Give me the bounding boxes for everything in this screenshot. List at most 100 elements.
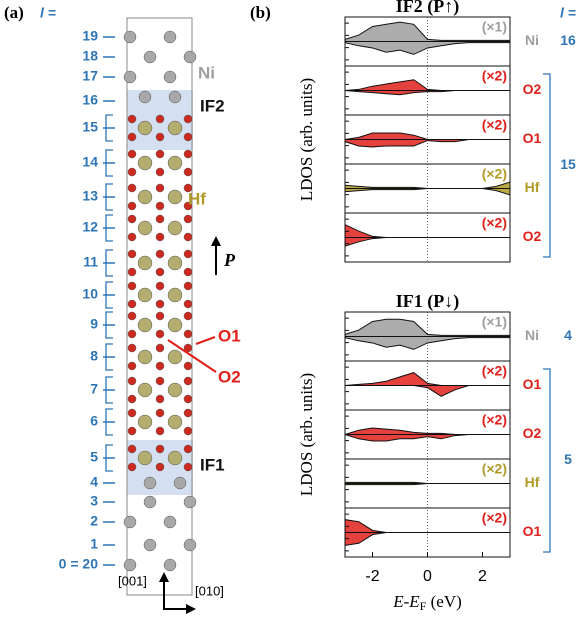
species-label: Hf	[525, 474, 540, 490]
atom	[156, 282, 164, 290]
atom	[168, 221, 182, 235]
atom	[156, 133, 164, 141]
species-label: Ni	[198, 63, 215, 82]
atom	[184, 463, 192, 471]
atom	[156, 300, 164, 308]
panel-label: (b)	[250, 3, 271, 22]
polarization-label: P	[223, 250, 236, 270]
atom	[138, 190, 152, 204]
atom	[156, 184, 164, 192]
atom	[156, 463, 164, 471]
atom	[139, 91, 151, 103]
arrowhead	[211, 236, 221, 246]
atom	[164, 31, 176, 43]
atom	[184, 51, 196, 63]
atom	[138, 318, 152, 332]
atom	[156, 344, 164, 352]
atom	[144, 477, 156, 489]
atom	[184, 282, 192, 290]
atom	[156, 215, 164, 223]
atom	[156, 312, 164, 320]
scale-label: (×2)	[482, 363, 507, 379]
atom	[124, 516, 136, 528]
atom	[124, 71, 136, 83]
layer-label: 7	[90, 381, 98, 397]
x-tick-label: 2	[478, 568, 487, 585]
structure	[124, 18, 196, 595]
atom	[138, 121, 152, 135]
layer-label: 10	[82, 286, 98, 302]
atom	[138, 256, 152, 270]
layer-label: 4	[564, 327, 572, 343]
atom	[128, 184, 136, 192]
atom	[138, 383, 152, 397]
atom	[156, 233, 164, 241]
layer-label: 9	[90, 316, 98, 332]
atom	[184, 215, 192, 223]
scale-label: (×2)	[482, 461, 507, 477]
x-tick-label: -2	[365, 568, 379, 585]
atom	[128, 445, 136, 453]
layer-label: 14	[82, 154, 98, 170]
atom	[128, 409, 136, 417]
atom	[138, 221, 152, 235]
layer-label: 4	[90, 474, 98, 490]
atom	[184, 330, 192, 338]
atom	[144, 539, 156, 551]
atom	[128, 268, 136, 276]
atom	[156, 409, 164, 417]
pointer	[196, 337, 215, 344]
atom	[156, 115, 164, 123]
y-axis-label: LDOS (arb. units)	[297, 78, 316, 201]
atom	[174, 477, 186, 489]
layer-label: 0 = 20	[59, 556, 99, 572]
atom	[164, 559, 176, 571]
atom	[168, 121, 182, 135]
atom	[156, 150, 164, 158]
layer-label: 11	[83, 254, 98, 270]
layer-label: 1	[90, 536, 98, 552]
atom	[138, 415, 152, 429]
layer-label: 5	[564, 451, 572, 467]
atom	[128, 463, 136, 471]
atom	[128, 427, 136, 435]
atom	[156, 250, 164, 258]
atom	[128, 150, 136, 158]
atom	[156, 168, 164, 176]
species-label: O2	[523, 228, 542, 244]
atom	[168, 415, 182, 429]
atom	[168, 190, 182, 204]
atom	[128, 215, 136, 223]
atom	[156, 445, 164, 453]
chart-title: IF1 (P↓)	[396, 291, 459, 312]
atom	[184, 539, 196, 551]
atom	[156, 362, 164, 370]
atom	[168, 318, 182, 332]
layer-label: 19	[82, 28, 98, 44]
scale-label: (×2)	[482, 412, 507, 428]
atom	[138, 288, 152, 302]
scale-label: (×2)	[482, 215, 507, 231]
species-label: O2	[523, 81, 542, 97]
atom	[128, 133, 136, 141]
atom	[184, 409, 192, 417]
atom	[164, 516, 176, 528]
atom	[184, 115, 192, 123]
label-part: E-E	[392, 592, 420, 611]
species-label: O2	[218, 367, 241, 386]
scale-label: (×2)	[482, 510, 507, 526]
layer-label: 17	[82, 68, 98, 84]
atom	[124, 559, 136, 571]
atom	[168, 451, 182, 465]
atom	[184, 168, 192, 176]
atom	[184, 150, 192, 158]
layer-bracket	[543, 74, 550, 257]
axis-label: [010]	[195, 583, 224, 598]
atom	[128, 312, 136, 320]
atom	[156, 330, 164, 338]
atom	[144, 496, 156, 508]
atom	[138, 451, 152, 465]
layer-label: 12	[82, 219, 98, 235]
ldos-down	[345, 238, 510, 247]
atom	[184, 377, 192, 385]
